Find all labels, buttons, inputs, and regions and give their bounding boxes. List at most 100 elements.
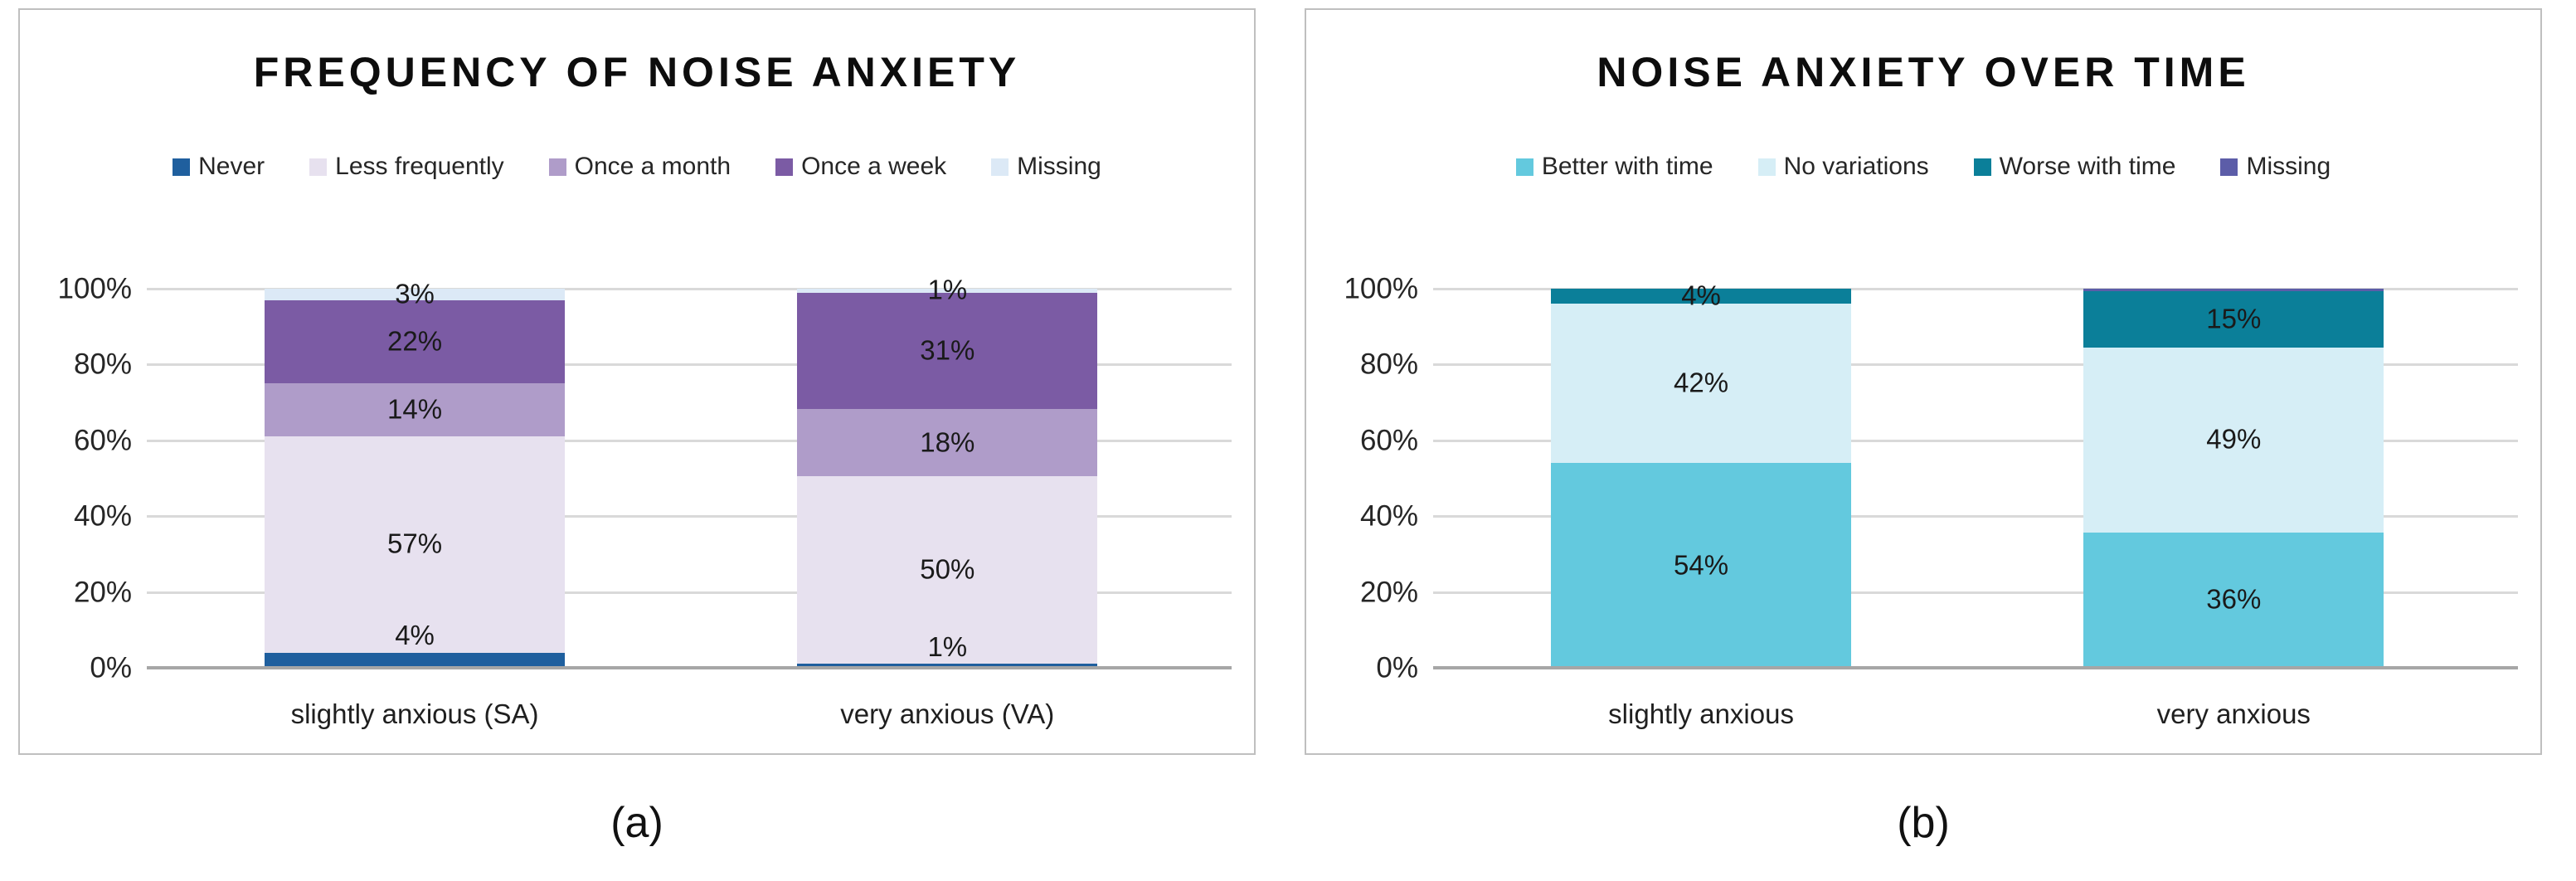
legend-swatch-icon (775, 158, 794, 176)
legend-item-missing: Missing (991, 153, 1101, 181)
bar-segment-better-with-time: 54% (1550, 463, 1852, 668)
plot-area: 0% 20% 40% 60% 80% 100% 54% 42% 4% 36% 49% 15% (1344, 275, 2518, 683)
legend-swatch-icon (1757, 158, 1776, 176)
x-axis-category-labels: slightly anxious (SA) very anxious (VA) (147, 698, 1232, 735)
legend-label: Better with time (1541, 153, 1713, 180)
data-label: 4% (395, 620, 435, 651)
legend-item-less-frequently: Less frequently (309, 153, 504, 181)
stacked-bar-slightly-anxious-sa: 4% 57% 14% 22% 3% (264, 280, 566, 668)
gridline (147, 591, 1232, 594)
y-axis-tick-label: 20% (73, 576, 132, 609)
chart-title: FREQUENCY OF NOISE ANXIETY (253, 49, 1021, 95)
y-axis-tick-label: 60% (73, 424, 132, 457)
legend-label: Missing (2246, 153, 2331, 180)
bar-segment-better-with-time: 36% (2083, 532, 2384, 668)
x-axis-category-label: very anxious (2156, 698, 2311, 729)
data-label: 36% (2206, 583, 2262, 615)
stacked-bar-slightly-anxious: 54% 42% 4% (1550, 281, 1852, 668)
chart-legend: Never Less frequently Once a month Once a w… (20, 153, 1254, 181)
gridline (147, 439, 1232, 442)
legend-label: Once a week (801, 153, 947, 180)
y-axis-tick-label: 0% (90, 651, 132, 684)
data-label: 31% (920, 334, 975, 366)
legend-label: Worse with time (1999, 153, 2176, 180)
data-label: 42% (1674, 367, 1729, 398)
data-label: 54% (1674, 549, 1729, 581)
chart-panel-noise-anxiety-over-time: NOISE ANXIETY OVER TIME Better with time… (1305, 8, 2542, 755)
legend-item-never: Never (173, 153, 265, 181)
bar-segment-once-a-month: 14% (264, 383, 566, 437)
y-axis-tick-label: 40% (1359, 499, 1418, 533)
bar-segment-once-a-month: 18% (797, 408, 1098, 477)
bar-segment-once-a-week: 31% (797, 292, 1098, 409)
data-label: 49% (2206, 424, 2262, 455)
legend-item-better-with-time: Better with time (1515, 153, 1713, 181)
gridline (1433, 515, 2518, 518)
chart-legend: Better with time No variations Worse with … (1306, 153, 2540, 181)
legend-label: Never (198, 153, 265, 180)
bar-segment-once-a-week: 22% (264, 299, 566, 384)
data-label: 1% (927, 630, 968, 662)
bar-segment-missing: 3% (264, 280, 566, 308)
legend-swatch-icon (1973, 158, 1991, 176)
gridline (147, 288, 1232, 290)
bar-segment-never: 4% (264, 621, 566, 668)
bar-segment-worse-with-time: 15% (2083, 291, 2384, 348)
bar-segment-missing: 1% (797, 275, 1098, 304)
legend-item-once-a-week: Once a week (775, 153, 946, 181)
chart-panel-frequency-of-noise-anxiety: FREQUENCY OF NOISE ANXIETY Never Less fre… (18, 8, 1256, 755)
plot-area: 0% 20% 40% 60% 80% 100% 4% 57% 14% 22% 3% 1% 50% 18% 3… (57, 275, 1232, 683)
bar-segment-never: 1% (797, 632, 1098, 668)
x-axis-line (1433, 666, 2518, 669)
bar-segment-no-variations: 42% (1550, 304, 1852, 464)
data-label: 22% (387, 325, 443, 357)
legend-swatch-icon (2220, 158, 2238, 176)
gridline (1433, 591, 2518, 594)
gridline (1433, 363, 2518, 367)
legend-label: Once a month (574, 153, 731, 180)
bar-segment-no-variations: 49% (2083, 348, 2384, 533)
legend-swatch-icon (548, 158, 566, 176)
y-axis-tick-label: 0% (1376, 651, 1418, 684)
gridline (1433, 288, 2518, 290)
legend-swatch-icon (173, 158, 191, 176)
gridline (1433, 439, 2518, 442)
subfigure-caption-a: (a) (610, 799, 663, 847)
legend-item-once-a-month: Once a month (548, 153, 731, 181)
y-axis-tick-label: 20% (1359, 576, 1418, 609)
x-axis-category-labels: slightly anxious very anxious (1433, 698, 2518, 735)
legend-label: No variations (1783, 153, 1929, 180)
data-label: 57% (387, 528, 443, 560)
y-axis-tick-label: 40% (73, 499, 132, 533)
stacked-bar-very-anxious: 36% 49% 15% (2083, 289, 2384, 668)
stacked-bar-very-anxious-va: 1% 50% 18% 31% 1% (797, 275, 1098, 668)
y-axis-tick-label: 80% (73, 348, 132, 381)
y-axis-tick-label: 100% (1344, 272, 1418, 305)
bar-segment-missing (2083, 289, 2384, 292)
data-label: 50% (920, 554, 975, 586)
legend-swatch-icon (991, 158, 1009, 176)
legend-label: Less frequently (335, 153, 504, 180)
data-label: 1% (927, 274, 968, 305)
data-label: 18% (920, 426, 975, 458)
x-axis-category-label: very anxious (VA) (840, 698, 1055, 729)
gridline (147, 363, 1232, 367)
data-label: 4% (1681, 280, 1721, 311)
chart-title: NOISE ANXIETY OVER TIME (1597, 49, 2250, 95)
y-axis-tick-label: 80% (1359, 348, 1418, 381)
x-axis-line (147, 666, 1232, 669)
legend-swatch-icon (309, 158, 328, 176)
legend-item-no-variations: No variations (1757, 153, 1929, 181)
data-label: 3% (395, 278, 435, 309)
x-axis-category-label: slightly anxious (SA) (290, 698, 539, 729)
data-label: 15% (2206, 303, 2262, 334)
data-label: 14% (387, 393, 443, 425)
legend-label: Missing (1017, 153, 1101, 180)
gridline (147, 515, 1232, 518)
x-axis-category-label: slightly anxious (1608, 698, 1794, 729)
legend-item-missing: Missing (2220, 153, 2331, 181)
legend-swatch-icon (1515, 158, 1533, 176)
y-axis-tick-label: 100% (57, 272, 132, 305)
bar-segment-less-frequently: 50% (797, 476, 1098, 664)
